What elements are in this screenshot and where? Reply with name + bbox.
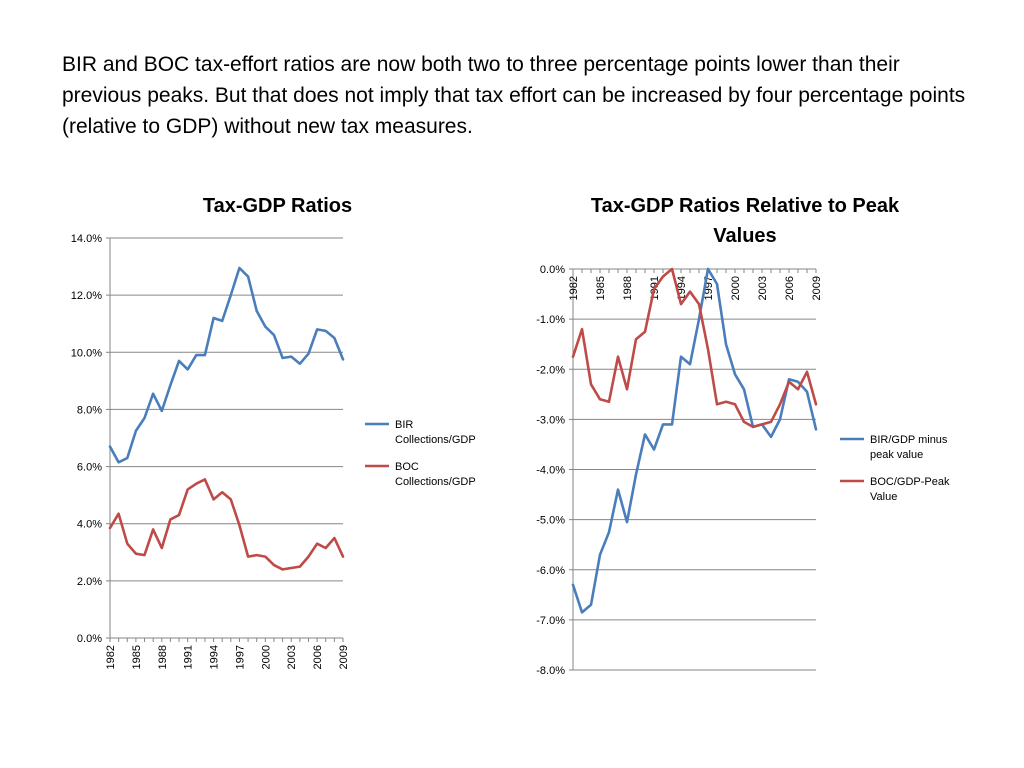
- y-tick-label: 14.0%: [71, 233, 102, 245]
- y-tick-label: 6.0%: [77, 462, 102, 474]
- legend-label: BIR Collections/GDP: [395, 419, 476, 446]
- y-tick-label: -3.0%: [536, 414, 565, 426]
- y-tick-label: 8.0%: [77, 404, 102, 416]
- y-tick-label: -2.0%: [536, 364, 565, 376]
- x-tick-label: 1997: [234, 645, 246, 669]
- slide-body-text: BIR and BOC tax-effort ratios are now bo…: [62, 53, 966, 138]
- y-tick-label: 0.0%: [540, 264, 565, 276]
- x-tick-label: 1985: [595, 276, 607, 300]
- x-tick-label: 1991: [183, 645, 195, 669]
- x-tick-label: 2009: [338, 645, 350, 669]
- x-tick-label: 2000: [730, 276, 742, 300]
- y-tick-label: -7.0%: [536, 615, 565, 627]
- series-line-boc: [571, 267, 818, 429]
- y-tick-label: 4.0%: [77, 519, 102, 531]
- x-tick-label: 1988: [622, 276, 634, 300]
- x-tick-label: 1982: [568, 276, 580, 300]
- legend-label: BOC/GDP-Peak Value: [870, 476, 950, 503]
- x-tick-label: 1982: [105, 645, 117, 669]
- x-tick-label: 2006: [784, 276, 796, 300]
- x-tick-label: 2000: [260, 645, 272, 669]
- x-tick-label: 2003: [286, 645, 298, 669]
- y-tick-label: 0.0%: [77, 633, 102, 645]
- legend-label: BOC Collections/GDP: [395, 461, 476, 488]
- x-tick-label: 1994: [209, 645, 221, 669]
- legend-label: BIR/GDP minus peak value: [870, 434, 948, 461]
- y-tick-label: 10.0%: [71, 347, 102, 359]
- x-tick-label: 1985: [131, 645, 143, 669]
- y-tick-label: -5.0%: [536, 515, 565, 527]
- y-tick-label: -6.0%: [536, 565, 565, 577]
- y-tick-label: -4.0%: [536, 465, 565, 477]
- x-tick-label: 2003: [757, 276, 769, 300]
- x-tick-label: 2009: [811, 276, 823, 300]
- series-line-boc: [108, 478, 345, 571]
- x-tick-label: 1988: [157, 645, 169, 669]
- y-tick-label: 12.0%: [71, 290, 102, 302]
- y-tick-label: -8.0%: [536, 665, 565, 677]
- x-tick-label: 2006: [312, 645, 324, 669]
- y-tick-label: 2.0%: [77, 576, 102, 588]
- chart-title-relative-to-peak: Tax-GDP Ratios Relative to Peak Values: [590, 195, 900, 247]
- chart-title-tax-gdp-ratios: Tax-GDP Ratios: [202, 195, 353, 217]
- y-tick-label: -1.0%: [536, 314, 565, 326]
- series-line-bir: [108, 266, 345, 464]
- series-line-bir: [571, 267, 818, 614]
